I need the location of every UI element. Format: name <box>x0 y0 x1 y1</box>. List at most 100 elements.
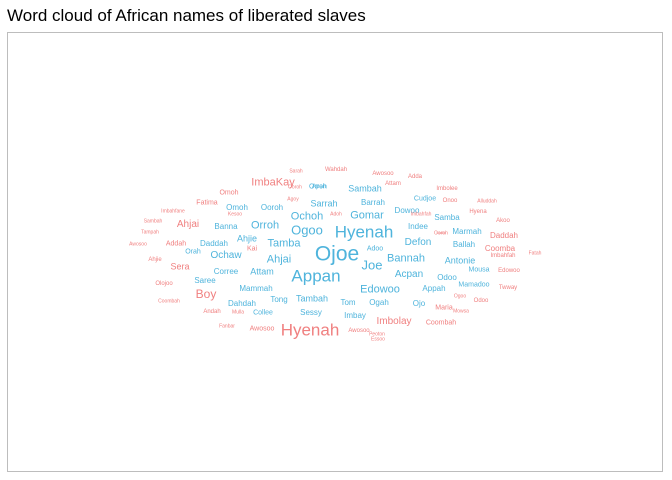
word-cloud-word: Hyenah <box>334 222 394 242</box>
word-cloud-word: Attam <box>385 181 401 187</box>
word-cloud-word: Mulla <box>232 309 244 316</box>
word-cloud-word: Adda <box>407 174 423 180</box>
word-cloud-word: Ooroh <box>288 184 302 191</box>
word-cloud-word: Imbay <box>344 311 366 320</box>
word-cloud-word: Imbolay <box>376 316 412 327</box>
word-cloud-word: Sessy <box>300 308 322 317</box>
word-cloud-word: Saree <box>194 276 216 285</box>
word-cloud-word: Ochoh <box>290 210 324 223</box>
word-cloud-word: Acpan <box>394 269 424 280</box>
word-cloud-word: Alluddah <box>477 198 497 205</box>
word-cloud-word: Sarrah <box>310 198 338 209</box>
word-cloud-word: Defon <box>404 237 432 248</box>
word-cloud-word: Ahjai <box>266 253 292 266</box>
word-cloud-word: Hyena <box>469 209 487 215</box>
word-cloud-word: Awosoo <box>249 325 275 333</box>
word-cloud-word: Tambah <box>295 293 329 304</box>
word-cloud-word: Maria <box>435 304 453 312</box>
word-cloud-word: Dowoo <box>394 206 420 215</box>
word-cloud-word: Appan <box>291 266 341 286</box>
word-cloud-word: Mousa <box>468 266 490 274</box>
word-cloud-word: Ojo <box>412 299 426 308</box>
word-cloud-word: Ahjie <box>148 257 162 263</box>
word-cloud-word: Gomar <box>350 209 384 222</box>
word-cloud-word: Sambah <box>348 183 382 194</box>
word-cloud-word: Apan <box>311 184 327 190</box>
word-cloud-word: Ogoo <box>453 293 467 300</box>
word-cloud-word: Tom <box>340 298 356 307</box>
word-cloud-word: Samba <box>434 213 460 222</box>
word-cloud-word: Joe <box>361 257 383 273</box>
word-cloud-word: Orroh <box>309 183 327 191</box>
word-cloud-word: Wahdah <box>324 167 348 173</box>
word-cloud-word: Agoy <box>287 196 299 203</box>
word-cloud-word: Antonie <box>444 255 476 266</box>
word-cloud-word: Edowoo <box>498 268 520 274</box>
word-cloud-word: Odoo <box>437 273 457 282</box>
word-cloud-word: Omoh <box>226 203 248 212</box>
word-cloud-word: Tong <box>270 295 288 304</box>
word-cloud-word: Imbahfah <box>410 211 432 218</box>
word-cloud-word: ImbaKay <box>251 176 295 189</box>
word-cloud-word: Hyenah <box>280 320 340 340</box>
word-cloud-word: Adoh <box>330 211 342 218</box>
word-cloud-word: Andah <box>203 309 221 315</box>
chart-title: Word cloud of African names of liberated… <box>7 6 366 25</box>
word-cloud-word: Imbahfane <box>161 208 185 215</box>
word-cloud-word: Ojoe <box>314 242 360 266</box>
word-cloud-word: Coombah <box>425 319 457 327</box>
word-cloud-word: Ogah <box>369 298 389 307</box>
word-cloud-word: Omoh <box>219 189 239 197</box>
word-cloud-word: Boy <box>195 287 217 301</box>
word-cloud-word: Orah <box>185 248 201 256</box>
word-cloud-word: Banna <box>214 222 238 231</box>
plot-frame <box>7 32 663 472</box>
word-cloud-word: Essoo <box>371 336 385 343</box>
word-cloud-word: Fatima <box>196 199 218 207</box>
word-cloud-word: Awosoo <box>129 241 147 248</box>
word-cloud-word: Ogoo <box>291 222 323 238</box>
word-cloud-word: Addah <box>165 240 187 248</box>
word-cloud-word: Dahdah <box>227 299 257 308</box>
word-cloud-word: Ahjai <box>176 219 200 230</box>
word-cloud-word: Bannah <box>387 252 425 265</box>
word-cloud-word: Ballah <box>452 240 476 249</box>
word-cloud-word: Barrah <box>360 198 386 207</box>
word-cloud-word: Peoton <box>369 331 385 338</box>
word-cloud-word: Cudjoe <box>413 195 437 203</box>
word-cloud-word: Awosoo <box>372 171 394 177</box>
word-cloud-word: Collee <box>253 309 273 317</box>
word-cloud-word: Adoo <box>366 245 384 253</box>
word-cloud-word: Ochaw <box>210 250 242 261</box>
word-cloud-word: Sarah <box>289 168 303 175</box>
word-cloud-word: Odoo <box>473 298 489 304</box>
word-cloud-word: Kesoo <box>227 211 243 218</box>
word-cloud-word: Awosoo <box>348 328 370 334</box>
word-cloud-word: Mammah <box>239 284 273 293</box>
word-cloud-word: Kai <box>246 245 258 253</box>
word-cloud-word: Onoo <box>442 198 458 204</box>
word-cloud-word: Mamadoo <box>458 281 490 289</box>
word-cloud-word: Sera <box>170 261 190 272</box>
word-cloud-word: Indee <box>407 222 429 231</box>
word-cloud-word: Imbahfah <box>490 253 516 259</box>
word-cloud-word: Attam <box>250 266 274 277</box>
word-cloud-word: Olojoo <box>155 281 173 287</box>
word-cloud-word: Edowoo <box>360 283 400 296</box>
word-cloud-word: Ludo <box>436 230 446 235</box>
word-cloud-word: Coombah <box>158 298 180 305</box>
word-cloud-word: Corree <box>213 267 239 276</box>
word-cloud-word: Ooroh <box>434 230 448 237</box>
word-cloud-word: Tamba <box>267 237 301 250</box>
word-cloud-word: Marmah <box>452 227 482 236</box>
word-cloud-word: Daddah <box>489 231 519 240</box>
word-cloud-word: Ooroh <box>260 203 284 212</box>
word-cloud-word: Mowsa <box>453 308 469 315</box>
word-cloud-word: Appah <box>422 284 446 293</box>
word-cloud-word: Coomba <box>484 244 516 253</box>
word-cloud-word: Tampah <box>141 229 159 236</box>
word-cloud-word: Imbolee <box>436 186 458 192</box>
word-cloud-word: Orroh <box>250 219 280 232</box>
word-cloud-word: Akoo <box>496 218 510 224</box>
